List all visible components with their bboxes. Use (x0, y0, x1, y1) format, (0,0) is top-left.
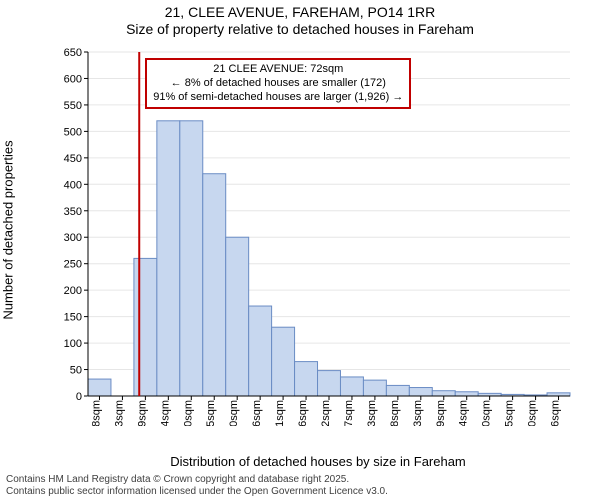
histogram-bar (88, 379, 111, 396)
histogram-bar (295, 362, 318, 396)
x-tick-label: 536sqm (550, 400, 562, 426)
x-tick-label: 180sqm (228, 400, 240, 426)
title-block: 21, CLEE AVENUE, FAREHAM, PO14 1RR Size … (0, 0, 600, 38)
x-tick-label: 53sqm (113, 400, 125, 426)
y-tick-label: 550 (64, 100, 82, 112)
x-tick-label: 307sqm (343, 400, 355, 426)
y-tick-label: 50 (70, 365, 82, 377)
annotation-line-2: ← 8% of detached houses are smaller (172… (153, 77, 403, 91)
footer-line-2: Contains public sector information licen… (6, 486, 388, 498)
x-tick-label: 104sqm (159, 400, 171, 426)
histogram-bar (340, 377, 363, 396)
y-tick-label: 0 (76, 391, 82, 403)
x-tick-label: 383sqm (412, 400, 424, 426)
histogram-bar (318, 371, 341, 396)
histogram-bar (249, 306, 272, 396)
y-tick-label: 450 (64, 153, 82, 165)
histogram-bar (363, 380, 386, 396)
x-tick-label: 28sqm (90, 400, 102, 426)
histogram-bar (203, 174, 226, 396)
histogram-bar (157, 121, 180, 396)
histogram-bar (272, 327, 295, 396)
x-tick-label: 206sqm (251, 400, 263, 426)
histogram-bar (180, 121, 203, 396)
x-tick-label: 358sqm (389, 400, 401, 426)
x-tick-label: 460sqm (481, 400, 493, 426)
y-tick-label: 400 (64, 179, 82, 191)
annotation-line-1: 21 CLEE AVENUE: 72sqm (153, 63, 403, 77)
annotation-box: 21 CLEE AVENUE: 72sqm ← 8% of detached h… (145, 58, 411, 109)
histogram-bar (432, 391, 455, 396)
y-tick-label: 500 (64, 126, 82, 138)
x-tick-label: 130sqm (182, 400, 194, 426)
y-tick-label: 300 (64, 232, 82, 244)
footer-line-1: Contains HM Land Registry data © Crown c… (6, 474, 388, 486)
title-line-1: 21, CLEE AVENUE, FAREHAM, PO14 1RR (0, 4, 600, 21)
y-tick-label: 250 (64, 259, 82, 271)
x-tick-label: 79sqm (136, 400, 148, 426)
y-tick-label: 200 (64, 285, 82, 297)
x-tick-label: 333sqm (366, 400, 378, 426)
x-axis-label: Distribution of detached houses by size … (58, 454, 578, 469)
title-line-2: Size of property relative to detached ho… (0, 21, 600, 38)
x-tick-label: 282sqm (320, 400, 332, 426)
y-tick-label: 350 (64, 206, 82, 218)
y-tick-label: 100 (64, 338, 82, 350)
x-tick-label: 510sqm (527, 400, 539, 426)
y-tick-label: 650 (64, 47, 82, 59)
x-tick-label: 231sqm (274, 400, 286, 426)
y-tick-label: 600 (64, 73, 82, 85)
histogram-bar (455, 392, 478, 396)
x-tick-label: 409sqm (435, 400, 447, 426)
histogram-bar (409, 388, 432, 396)
x-tick-label: 256sqm (297, 400, 309, 426)
x-tick-label: 434sqm (458, 400, 470, 426)
x-tick-label: 155sqm (205, 400, 217, 426)
y-tick-label: 150 (64, 312, 82, 324)
page-root: 21, CLEE AVENUE, FAREHAM, PO14 1RR Size … (0, 0, 600, 500)
annotation-line-3: 91% of semi-detached houses are larger (… (153, 91, 403, 105)
x-tick-label: 485sqm (504, 400, 516, 426)
y-axis-label: Number of detached properties (1, 140, 16, 319)
histogram-bar (386, 385, 409, 396)
histogram-bar (134, 258, 157, 396)
histogram-bar (226, 237, 249, 396)
footer-attribution: Contains HM Land Registry data © Crown c… (6, 474, 388, 498)
